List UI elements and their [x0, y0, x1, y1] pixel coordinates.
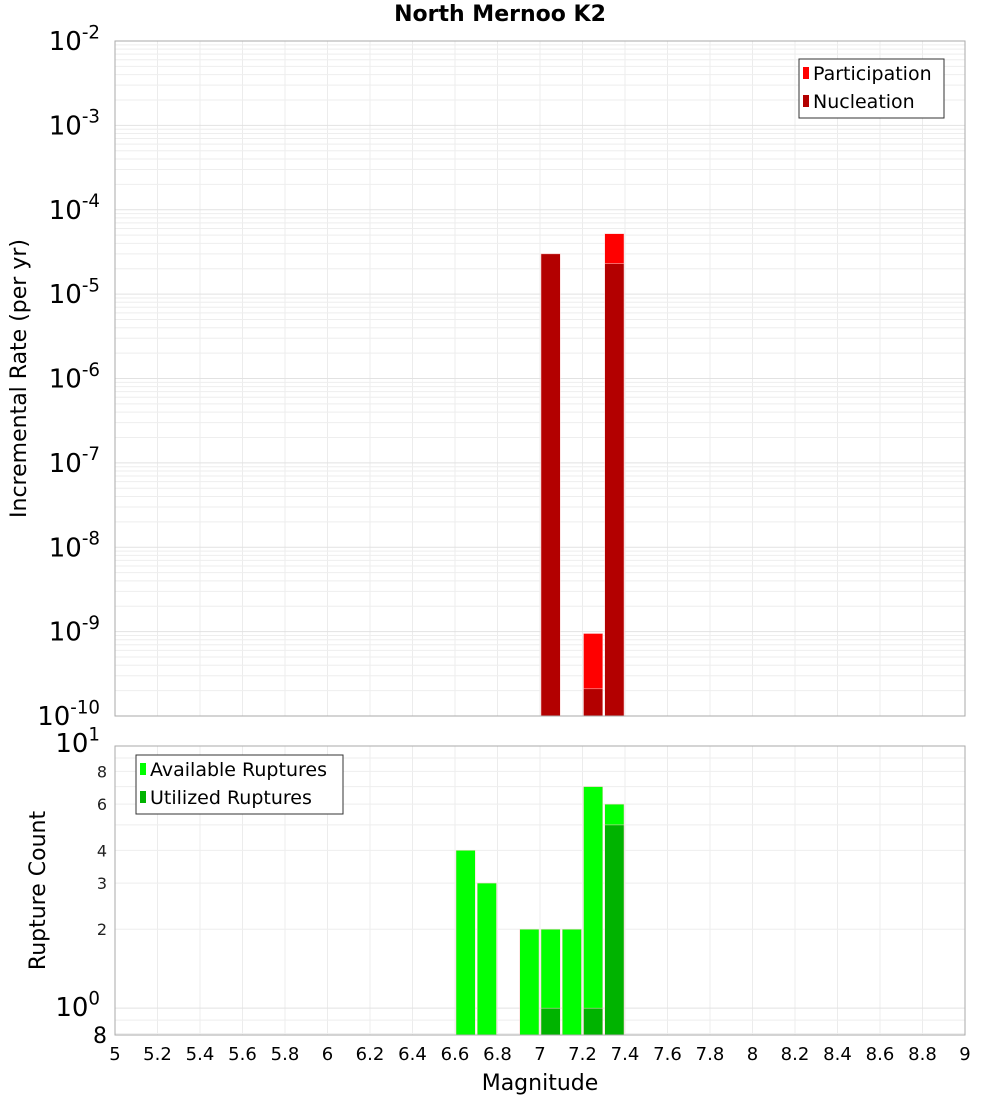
y-tick-label: 3: [97, 874, 107, 893]
legend-label: Participation: [813, 63, 932, 85]
bar-available-ruptures: [519, 928, 540, 1036]
x-tick-label: 7.8: [696, 1044, 725, 1065]
x-axis-label: Magnitude: [482, 1071, 599, 1096]
y-tick-label: 8: [97, 762, 107, 781]
y-tick-label: 10-3: [49, 107, 100, 142]
y-tick-label: 10-9: [49, 613, 100, 648]
bar-utilized-ruptures: [604, 824, 625, 1036]
legend: Participation Nucleation: [798, 58, 945, 119]
bar-utilized-ruptures: [540, 1007, 561, 1036]
y-tick-label: 101: [55, 724, 100, 759]
bar-nucleation: [540, 253, 561, 717]
x-tick-label: 5.2: [143, 1044, 172, 1065]
y-tick-label: 10-7: [49, 444, 100, 479]
y-tick-label: 10-2: [49, 22, 100, 57]
x-tick-label: 7.2: [568, 1044, 597, 1065]
y-tick-label: 10-4: [49, 191, 100, 226]
legend-swatch: [140, 763, 146, 775]
y-tick-label: 6: [97, 795, 107, 814]
x-tick-label: 6: [322, 1044, 333, 1065]
x-tick-label: 9: [959, 1044, 970, 1065]
count-panel: Rupture Count Available Ruptures Utilized …: [26, 745, 966, 1036]
bar-nucleation: [604, 263, 625, 717]
legend-label: Nucleation: [813, 91, 915, 113]
legend-label: Available Ruptures: [150, 759, 327, 781]
x-tick-label: 8: [747, 1044, 758, 1065]
y-tick-label: 2: [97, 920, 107, 939]
x-tick-label: 8.4: [823, 1044, 852, 1065]
bar-utilized-ruptures: [583, 1007, 603, 1036]
legend-swatch: [140, 791, 146, 803]
x-tick-label: 8.8: [908, 1044, 937, 1065]
x-tick-label: 6.6: [441, 1044, 470, 1065]
rate-panel: Incremental Rate (per yr) Participation Nu…: [7, 40, 966, 717]
y-tick-label: 10-10: [37, 697, 100, 732]
x-tick-label: 8.6: [866, 1044, 895, 1065]
bar-available-ruptures: [583, 786, 603, 1036]
legend-swatch: [803, 67, 809, 79]
legend-swatch: [803, 95, 809, 107]
x-tick-label: 7.6: [653, 1044, 682, 1065]
bar-available-ruptures: [562, 928, 582, 1036]
bar-nucleation: [583, 688, 603, 717]
x-tick-label: 8.2: [781, 1044, 810, 1065]
y-tick-label: 100: [55, 988, 100, 1023]
x-tick-label: 5.8: [271, 1044, 300, 1065]
x-tick-label: 7.4: [611, 1044, 640, 1065]
legend-label: Utilized Ruptures: [150, 787, 312, 809]
y-tick-label: 10-5: [49, 275, 100, 310]
y-tick-label: 10-8: [49, 529, 100, 564]
x-tick-label: 5.4: [186, 1044, 215, 1065]
x-tick-label: 6.8: [483, 1044, 512, 1065]
x-tick-label: 6.4: [398, 1044, 427, 1065]
y-tick-label: 4: [97, 841, 107, 860]
chart-title: North Mernoo K2: [394, 2, 606, 27]
legend: Available Ruptures Utilized Ruptures: [135, 754, 344, 815]
y-tick-label: 10-6: [49, 360, 100, 395]
y-axis-label: Rupture Count: [26, 811, 51, 971]
x-tick-label: 5: [109, 1044, 120, 1065]
y-axis-label: Incremental Rate (per yr): [7, 239, 32, 518]
x-tick-label: 7: [534, 1044, 545, 1065]
bar-available-ruptures: [477, 882, 497, 1036]
x-tick-label: 5.6: [228, 1044, 257, 1065]
bar-available-ruptures: [455, 850, 476, 1036]
y-tick-label: 8: [93, 1024, 107, 1049]
x-tick-label: 6.2: [356, 1044, 385, 1065]
